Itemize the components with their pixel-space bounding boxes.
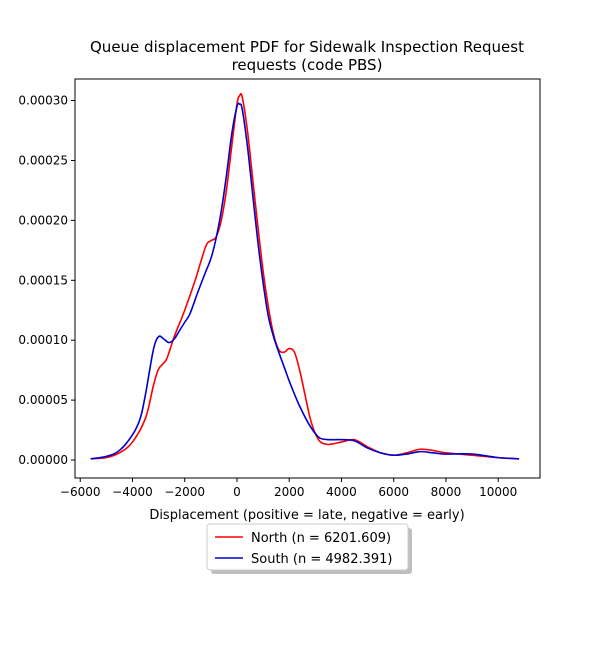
- x-tick-label: −6000: [60, 485, 101, 499]
- x-tick-label: 4000: [326, 485, 357, 499]
- legend-box: [206, 523, 409, 571]
- x-tick-label: 0: [233, 485, 241, 499]
- x-axis: −6000 −4000 −2000 0 2000 4000 6000 8000 10000: [60, 478, 517, 499]
- x-tick-label: 6000: [378, 485, 409, 499]
- y-tick-label: 0.00020: [18, 213, 68, 227]
- series-line-north: [90, 92, 520, 460]
- y-tick-label: 0.00030: [18, 94, 68, 108]
- x-tick-label: 2000: [274, 485, 305, 499]
- y-tick-label: 0.00025: [18, 153, 68, 167]
- x-tick-label: 8000: [431, 485, 462, 499]
- chart-title-line-2: requests (code PBS): [232, 56, 383, 74]
- series-line-south: [90, 102, 520, 460]
- x-axis-label: Displacement (positive = late, negative …: [149, 508, 464, 523]
- legend: North (n = 6201.609) South (n = 4982.391…: [206, 523, 412, 574]
- x-tick-label: 10000: [479, 485, 517, 499]
- y-tick-label: 0.00000: [18, 453, 68, 467]
- y-tick-label: 0.00005: [18, 393, 68, 407]
- legend-label-north: North (n = 6201.609): [251, 531, 391, 546]
- y-tick-label: 0.00015: [18, 273, 68, 287]
- plot-area-frame: [74, 78, 541, 479]
- x-tick-label: −4000: [112, 485, 153, 499]
- y-axis: 0.00000 0.00005 0.00010 0.00015 0.00020 0.000…: [18, 94, 75, 467]
- legend-label-south: South (n = 4982.391): [251, 552, 392, 567]
- series-layer: [90, 92, 520, 460]
- x-tick-label: −2000: [164, 485, 205, 499]
- y-tick-label: 0.00010: [18, 333, 68, 347]
- chart-title-line-1: Queue displacement PDF for Sidewalk Insp…: [90, 38, 524, 56]
